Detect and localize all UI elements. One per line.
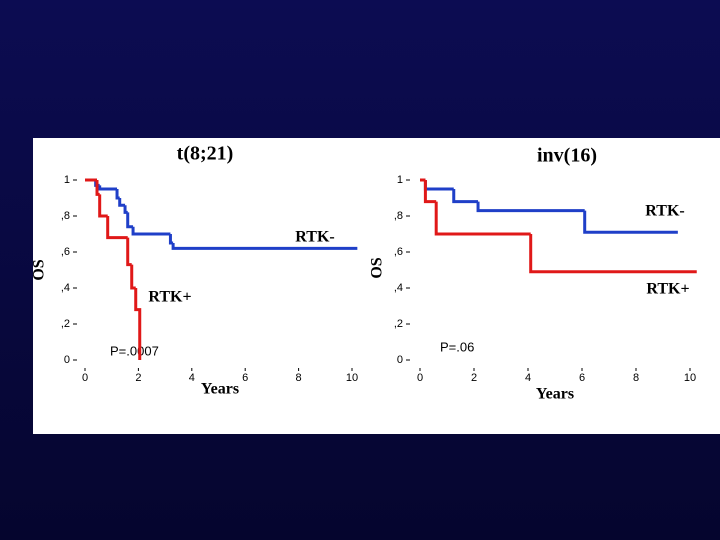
series-label: RTK-: [295, 229, 334, 246]
y-tick-label: ,6: [394, 246, 403, 258]
survival-step: [529, 234, 697, 274]
y-tick-label: 1: [397, 174, 403, 186]
y-tick-label: ,4: [394, 282, 403, 294]
x-tick-label: 10: [346, 372, 358, 384]
x-tick-label: 8: [633, 372, 639, 384]
y-axis-label: OS: [369, 257, 386, 278]
x-tick-label: 6: [579, 372, 585, 384]
chart-title: t(8;21): [177, 143, 234, 165]
x-tick-label: 2: [135, 372, 141, 384]
x-tick-label: 4: [189, 372, 195, 384]
survival-step: [171, 243, 358, 250]
x-tick-label: 0: [82, 372, 88, 384]
survival-step: [131, 226, 171, 236]
y-tick-label: ,2: [394, 318, 403, 330]
x-tick-label: 2: [471, 372, 477, 384]
x-axis-label: Years: [536, 386, 574, 403]
y-tick-label: ,4: [61, 282, 70, 294]
series-label: RTK+: [148, 289, 191, 306]
p-value: P=.06: [440, 339, 474, 354]
y-tick-label: 1: [64, 174, 70, 186]
survival-step: [134, 288, 142, 360]
y-tick-label: ,8: [61, 210, 70, 222]
survival-step: [126, 212, 134, 229]
x-tick-label: 0: [417, 372, 423, 384]
y-tick-label: ,8: [394, 210, 403, 222]
x-tick-label: 8: [296, 372, 302, 384]
y-axis-label: OS: [31, 259, 48, 280]
x-tick-label: 4: [525, 372, 531, 384]
survival-step: [98, 185, 118, 191]
survival-step: [98, 194, 108, 218]
survival-step: [434, 201, 531, 236]
x-axis-label: Years: [201, 381, 239, 398]
y-tick-label: 0: [64, 354, 70, 366]
survival-step: [118, 198, 126, 207]
survival-step: [106, 216, 128, 240]
survival-step: [583, 210, 678, 234]
survival-step: [423, 180, 437, 204]
chart-title: inv(16): [537, 145, 597, 167]
survival-step: [476, 201, 585, 213]
y-tick-label: 0: [397, 354, 403, 366]
x-tick-label: 6: [242, 372, 248, 384]
p-value: P=.0007: [110, 343, 159, 358]
series-label: RTK+: [646, 281, 689, 298]
y-tick-label: ,2: [61, 318, 70, 330]
panel: [33, 138, 720, 434]
survival-step: [452, 189, 479, 204]
y-tick-label: ,6: [61, 246, 70, 258]
x-tick-label: 10: [684, 372, 696, 384]
series-label: RTK-: [645, 203, 684, 220]
